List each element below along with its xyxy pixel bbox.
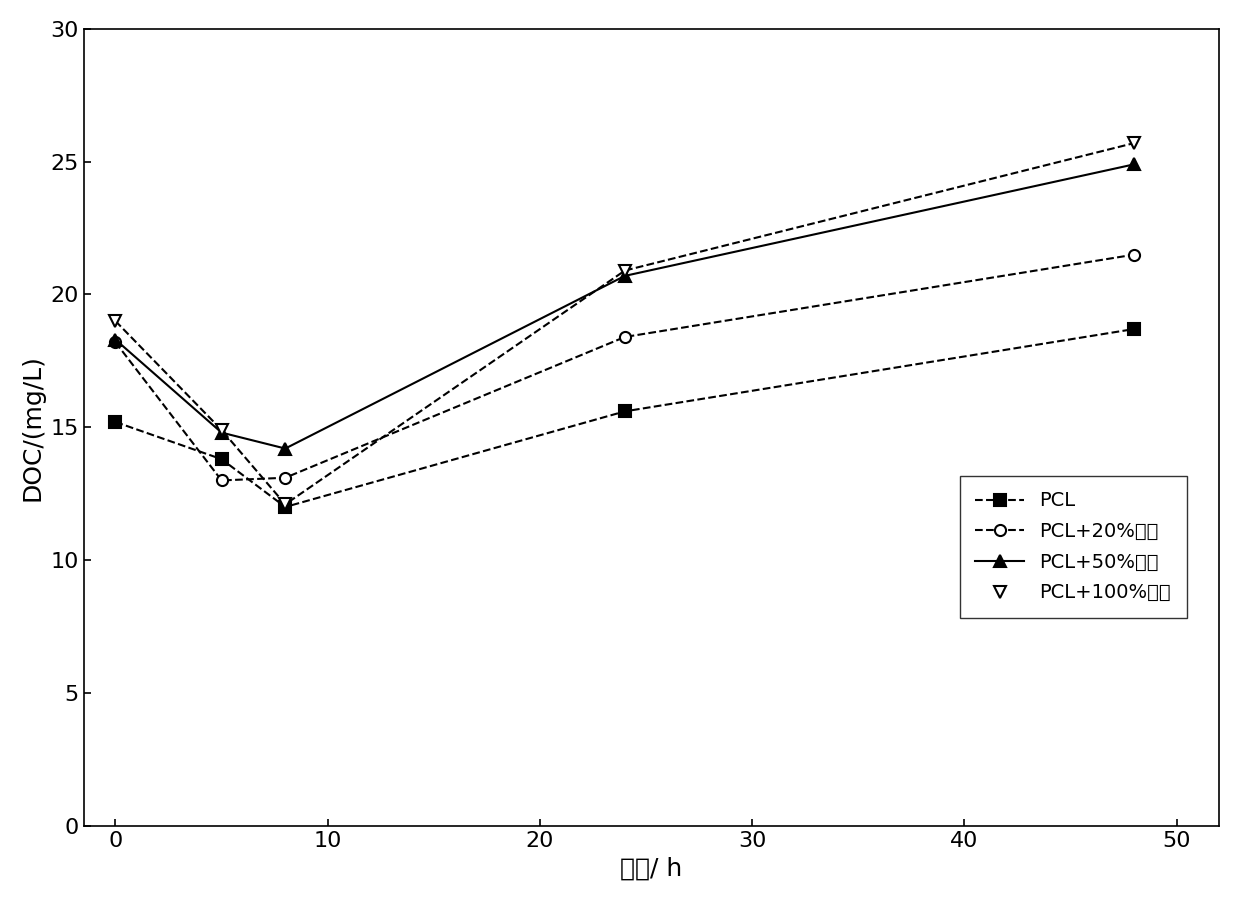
PCL: [278, 502, 293, 513]
PCL+100%陶粒: [1127, 138, 1142, 149]
PCL: [215, 454, 229, 465]
PCL+50%陶粒: [215, 427, 229, 438]
PCL+20%陶粒: [108, 337, 123, 348]
PCL+50%陶粒: [108, 334, 123, 345]
PCL+50%陶粒: [278, 443, 293, 454]
PCL: [108, 416, 123, 427]
PCL+20%陶粒: [618, 332, 632, 342]
PCL+100%陶粒: [278, 499, 293, 510]
PCL+100%陶粒: [108, 315, 123, 326]
PCL+100%陶粒: [618, 265, 632, 276]
PCL+20%陶粒: [215, 475, 229, 486]
PCL+20%陶粒: [278, 472, 293, 483]
Line: PCL: PCL: [110, 323, 1140, 513]
Line: PCL+20%陶粒: PCL+20%陶粒: [110, 249, 1140, 486]
PCL: [1127, 323, 1142, 334]
X-axis label: 时间/ h: 时间/ h: [620, 856, 682, 880]
Y-axis label: DOC/(mg/L): DOC/(mg/L): [21, 354, 45, 501]
PCL+20%陶粒: [1127, 250, 1142, 260]
PCL+50%陶粒: [1127, 159, 1142, 169]
PCL: [618, 406, 632, 417]
PCL+50%陶粒: [618, 270, 632, 281]
Line: PCL+50%陶粒: PCL+50%陶粒: [110, 159, 1140, 454]
Legend: PCL, PCL+20%陶粒, PCL+50%陶粒, PCL+100%陶粒: PCL, PCL+20%陶粒, PCL+50%陶粒, PCL+100%陶粒: [960, 476, 1187, 618]
Line: PCL+100%陶粒: PCL+100%陶粒: [110, 138, 1140, 510]
PCL+100%陶粒: [215, 424, 229, 435]
